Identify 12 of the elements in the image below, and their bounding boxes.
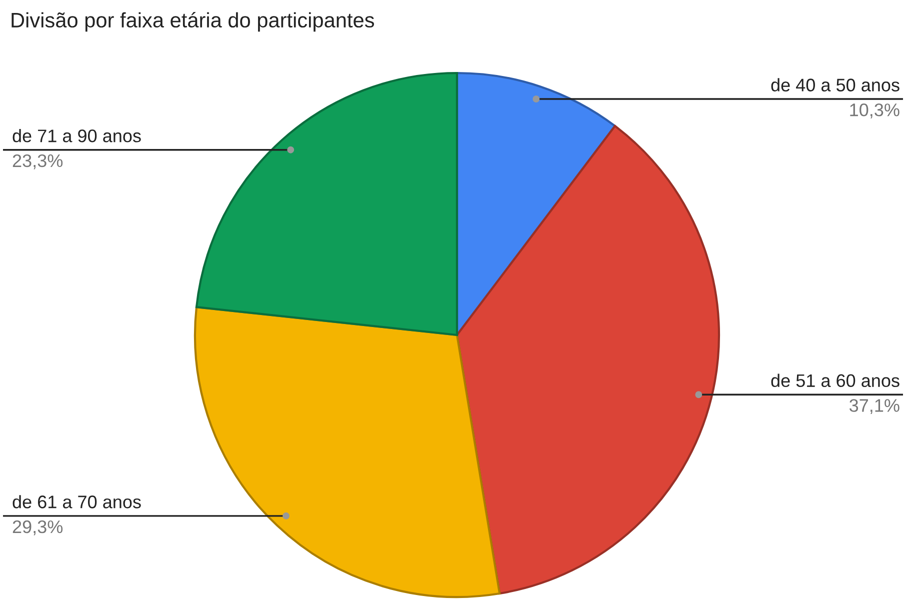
data-label: 29,3% — [12, 520, 63, 536]
pie-slice — [194, 306, 501, 598]
slice-label: de 40 a 50 anos — [771, 78, 900, 92]
data-label: 23,3% — [12, 154, 63, 170]
slice-label: de 51 a 60 anos — [771, 374, 900, 388]
data-label: 10,3% — [850, 103, 900, 118]
chart-title: Divisão por faixa etária do participantes — [12, 12, 374, 32]
slice-label: de 61 a 70 anos — [12, 495, 141, 508]
slice-label: de 71 a 90 anos — [12, 129, 141, 142]
pie-slice — [195, 72, 458, 336]
data-label: 37,1% — [849, 399, 900, 414]
pie-slice — [456, 124, 720, 595]
